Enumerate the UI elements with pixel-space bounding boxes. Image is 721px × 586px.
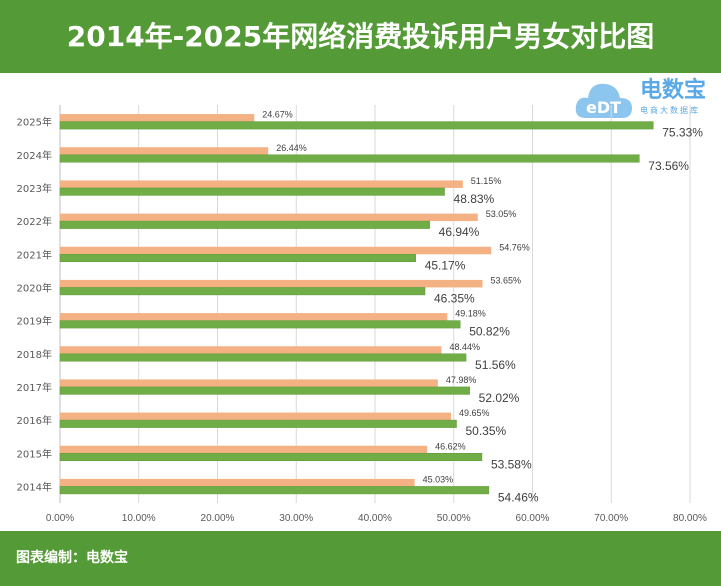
bar-green bbox=[59, 254, 416, 262]
bar-orange bbox=[60, 279, 483, 288]
x-tick-label: 30.00% bbox=[279, 513, 313, 524]
y-tick-label: 2017年 bbox=[17, 381, 52, 394]
bar-green bbox=[59, 486, 490, 495]
data-label: 26.44% bbox=[276, 143, 307, 153]
data-label: 47.98% bbox=[446, 375, 477, 385]
bar-orange bbox=[60, 147, 269, 155]
bar-orange bbox=[60, 213, 478, 222]
bar-green bbox=[59, 453, 483, 461]
y-tick-label: 2023年 bbox=[17, 182, 52, 195]
data-label: 52.02% bbox=[479, 391, 520, 405]
data-label: 75.33% bbox=[662, 126, 703, 140]
bar-orange bbox=[60, 180, 463, 188]
data-label: 48.44% bbox=[449, 342, 480, 352]
bar-orange bbox=[60, 346, 442, 354]
x-tick-label: 70.00% bbox=[594, 513, 628, 524]
bar-green bbox=[59, 220, 430, 229]
data-label: 73.56% bbox=[648, 159, 689, 173]
data-label: 24.67% bbox=[262, 110, 293, 120]
bar-orange bbox=[60, 313, 448, 321]
y-tick-label: 2015年 bbox=[17, 447, 52, 460]
logo-text: 电数宝 bbox=[640, 78, 707, 103]
data-label: 49.65% bbox=[459, 408, 490, 418]
data-label: 46.35% bbox=[434, 291, 475, 305]
bar-green bbox=[59, 353, 467, 362]
y-tick-label: 2018年 bbox=[17, 348, 52, 361]
data-label: 53.58% bbox=[491, 457, 532, 471]
data-label: 45.17% bbox=[425, 258, 466, 272]
x-tick-label: 0.00% bbox=[46, 513, 74, 524]
bar-orange bbox=[60, 246, 492, 255]
bar-green bbox=[59, 320, 461, 329]
bar-green bbox=[59, 187, 445, 196]
logo-subtext: 电商大数据库 bbox=[640, 106, 700, 115]
footer-credit: 图表编制：电数宝 bbox=[0, 531, 721, 586]
bar-chart: 0.00% 10.00% 20.00% 30.00% 40.00% 50.00% 60.00… bbox=[17, 105, 707, 524]
bar-orange bbox=[60, 445, 428, 454]
y-tick-label: 2014年 bbox=[17, 480, 52, 493]
x-tick-label: 80.00% bbox=[673, 513, 707, 524]
data-label: 54.76% bbox=[499, 242, 530, 252]
bar-green bbox=[59, 386, 470, 395]
data-label: 45.03% bbox=[423, 474, 454, 484]
y-tick-label: 2025年 bbox=[17, 116, 52, 129]
y-tick-label: 2016年 bbox=[17, 414, 52, 427]
data-label: 51.15% bbox=[471, 176, 502, 186]
data-label: 53.65% bbox=[490, 275, 521, 285]
x-tick-label: 10.00% bbox=[122, 513, 156, 524]
y-tick-label: 2024年 bbox=[17, 149, 52, 162]
bar-green bbox=[59, 121, 654, 130]
data-label: 46.94% bbox=[439, 225, 480, 239]
data-label: 51.56% bbox=[475, 358, 516, 372]
x-tick-label: 60.00% bbox=[516, 513, 550, 524]
x-tick-label: 20.00% bbox=[201, 513, 235, 524]
y-tick-label: 2019年 bbox=[17, 315, 52, 328]
data-label: 50.35% bbox=[466, 424, 507, 438]
bar-green bbox=[59, 154, 640, 163]
data-label: 46.62% bbox=[435, 441, 466, 451]
data-label: 48.83% bbox=[454, 192, 495, 206]
data-label: 53.05% bbox=[486, 209, 517, 219]
data-label: 50.82% bbox=[469, 325, 510, 339]
data-label: 49.18% bbox=[455, 309, 486, 319]
logo-mark: eDT bbox=[586, 98, 621, 117]
bar-orange bbox=[60, 412, 451, 421]
logo-cloud-icon: eDT bbox=[575, 83, 632, 118]
x-tick-label: 50.00% bbox=[437, 513, 471, 524]
bar-orange bbox=[60, 379, 438, 387]
chart-title: 2014年-2025年网络消费投诉用户男女对比图 bbox=[0, 0, 721, 73]
y-tick-label: 2022年 bbox=[17, 215, 52, 228]
bar-green bbox=[59, 287, 426, 296]
bar-orange bbox=[60, 478, 415, 487]
x-tick-label: 40.00% bbox=[358, 513, 392, 524]
bar-orange bbox=[60, 114, 255, 122]
bar-green bbox=[59, 419, 457, 428]
y-tick-label: 2021年 bbox=[17, 248, 52, 261]
data-label: 54.46% bbox=[498, 490, 539, 504]
y-tick-label: 2020年 bbox=[17, 281, 52, 294]
